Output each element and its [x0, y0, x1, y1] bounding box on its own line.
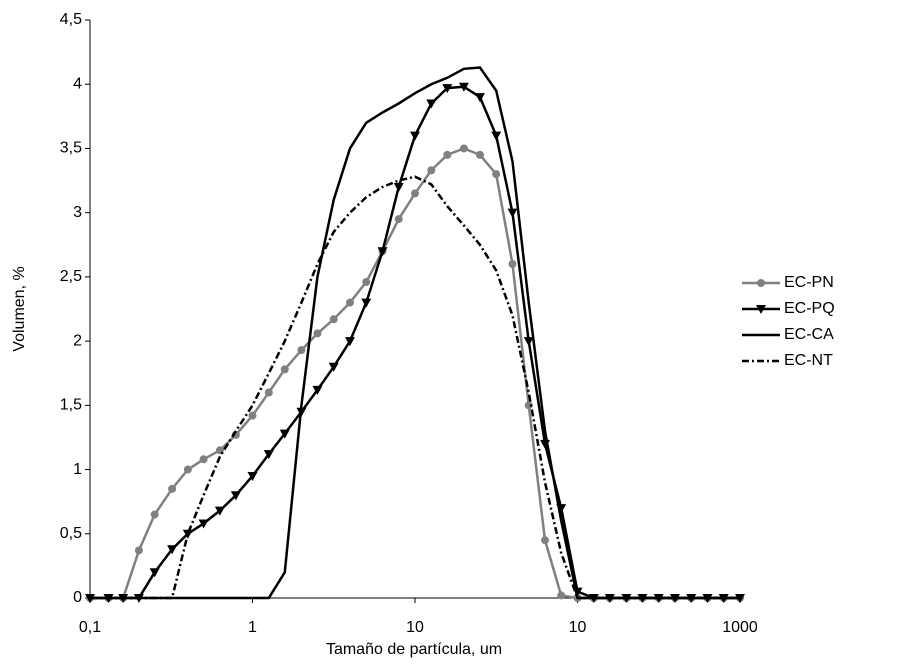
point: [345, 298, 354, 307]
point: [492, 170, 501, 179]
point: [279, 429, 290, 439]
series-line: [90, 175, 740, 600]
point: [183, 465, 192, 474]
point: [313, 329, 322, 338]
x-tick-label: 1000: [722, 619, 758, 636]
point: [182, 529, 193, 539]
point: [524, 401, 533, 410]
point: [541, 536, 550, 545]
series-line: [90, 66, 740, 600]
point: [297, 346, 306, 355]
legend-marker: [756, 305, 766, 314]
legend-label: EC-PN: [784, 274, 834, 291]
y-tick-label: 4: [73, 75, 82, 92]
point: [377, 247, 388, 257]
point: [168, 484, 177, 493]
point: [427, 166, 436, 175]
x-axis-label: Tamaño de partícula, um: [326, 641, 502, 658]
point: [230, 491, 241, 501]
point: [523, 337, 534, 347]
y-tick-label: 3,5: [60, 140, 82, 157]
point: [312, 385, 323, 395]
point: [410, 131, 420, 141]
point: [150, 510, 159, 519]
point: [474, 93, 485, 103]
point: [280, 365, 289, 374]
legend-label: EC-NT: [784, 352, 833, 369]
x-tick-label: 10: [406, 619, 424, 636]
point: [362, 278, 371, 287]
point: [426, 99, 437, 109]
point: [508, 260, 517, 269]
x-tick-label: 10: [569, 619, 587, 636]
y-tick-label: 0,5: [60, 525, 82, 542]
y-tick-label: 2,5: [60, 268, 82, 285]
point: [507, 208, 518, 218]
point: [459, 144, 468, 153]
point: [557, 591, 566, 600]
legend-label: EC-CA: [784, 326, 834, 343]
point: [199, 455, 208, 464]
y-tick-label: 2: [73, 332, 82, 349]
legend-label: EC-PQ: [784, 300, 835, 317]
y-tick-label: 0: [73, 589, 82, 606]
point: [248, 411, 257, 420]
y-axis-label: Volumen, %: [11, 266, 28, 351]
y-tick-label: 3: [73, 204, 82, 221]
series-line: [90, 85, 740, 600]
point: [394, 215, 403, 224]
point: [198, 519, 209, 529]
point: [491, 131, 502, 141]
y-tick-label: 4,5: [60, 11, 82, 28]
point: [149, 568, 160, 578]
point: [443, 150, 452, 159]
point: [263, 450, 274, 460]
point: [214, 506, 225, 516]
point: [393, 182, 404, 192]
point: [442, 84, 453, 94]
point: [344, 337, 355, 347]
x-tick-label: 1: [248, 619, 257, 636]
point: [411, 189, 419, 198]
point: [458, 82, 469, 92]
point: [361, 298, 372, 308]
legend-marker: [757, 279, 765, 287]
x-tick-label: 0,1: [79, 619, 101, 636]
point: [167, 545, 178, 555]
point: [247, 471, 258, 481]
point: [134, 546, 143, 555]
point: [328, 362, 339, 372]
point: [475, 150, 484, 159]
point: [329, 315, 338, 324]
point: [264, 388, 273, 397]
y-tick-label: 1,5: [60, 397, 82, 414]
y-tick-label: 1: [73, 461, 82, 478]
